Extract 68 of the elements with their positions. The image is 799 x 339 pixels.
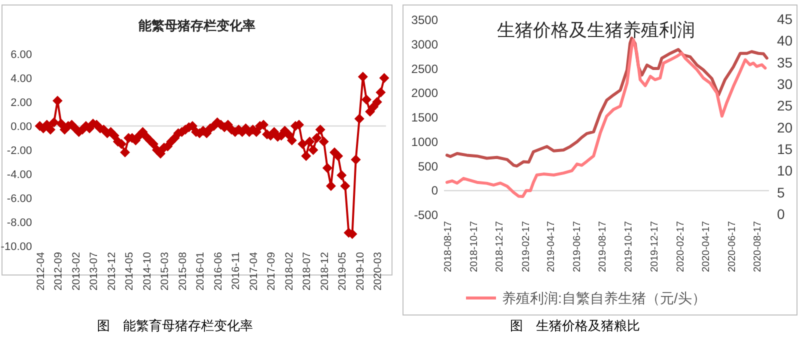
y2-tick-label: 15 — [777, 141, 793, 157]
x-tick-label: 2014-05 — [124, 252, 136, 291]
x-tick-label: 2019-08-17 — [598, 220, 609, 272]
y2-tick-label: 5 — [777, 184, 785, 200]
y-tick-label: 2.00 — [10, 97, 32, 109]
x-tick-label: 2019-04-17 — [546, 220, 557, 272]
x-tick-label: 2019-12-17 — [649, 220, 660, 272]
x-tick-label: 2018-02 — [283, 252, 296, 291]
x-tick-label: 2016-11 — [230, 252, 242, 290]
x-tick-label: 2017-04 — [248, 252, 260, 291]
y-tick-label: -500 — [414, 208, 438, 222]
legend-label: 养殖利润:自繁自养生猪（元/头） — [502, 290, 706, 306]
text: 图 能繁育母猪存栏变化率 — [97, 318, 253, 333]
y-tick-label: 2500 — [411, 62, 438, 76]
x-tick-label: 2018-10-17 — [468, 220, 480, 272]
x-tick-label: 2012-09 — [52, 252, 65, 291]
y2-tick-label: 30 — [777, 76, 793, 92]
chart-title: 能繁母猪存栏变化率 — [138, 18, 256, 33]
x-tick-label: 2019-05 — [336, 252, 349, 291]
y-tick-label: -6.00 — [6, 193, 32, 205]
x-tick-label: 2016-01 — [194, 252, 207, 291]
y-tick-label: 3000 — [411, 37, 438, 52]
y-tick-label: -4.00 — [6, 169, 32, 181]
y-tick-label: 0 — [431, 184, 438, 198]
x-tick-label: 2018-12 — [318, 252, 331, 291]
x-tick-label: 2020-08-17 — [752, 220, 764, 272]
x-tick-label: 2013-07 — [88, 252, 100, 291]
y-tick-label: 1000 — [411, 134, 438, 149]
y-tick-label: 500 — [418, 159, 438, 174]
x-tick-label: 2013-02 — [70, 252, 82, 291]
y-tick-label: 3500 — [411, 13, 438, 27]
x-tick-label: 2017-09 — [266, 252, 278, 291]
y-tick-label: -10.00 — [0, 241, 32, 253]
line-series — [445, 36, 768, 168]
y2-tick-label: 40 — [777, 32, 793, 49]
x-tick-label: 2019-10 — [354, 252, 366, 291]
y2-tick-label: 10 — [777, 162, 793, 179]
x-tick-label: 2020-02-17 — [676, 220, 687, 272]
y2-tick-label: 35 — [777, 54, 793, 70]
y-tick-label: 1500 — [411, 110, 438, 124]
x-tick-label: 2020-04-17 — [701, 220, 712, 272]
x-tick-label: 2018-08-17 — [442, 220, 454, 272]
y-tick-label: 6.00 — [10, 49, 32, 61]
chart-title: 生猪价格及生猪养殖利润 — [497, 20, 695, 40]
y2-tick-label: 25 — [777, 98, 793, 114]
y2-tick-label: 0 — [777, 206, 785, 222]
x-tick-label: 2014-10 — [141, 252, 154, 291]
x-tick-label: 2019-06-17 — [572, 220, 583, 272]
x-tick-label: 2013-12 — [106, 252, 118, 291]
x-tick-label: 2019-02-17 — [520, 220, 532, 272]
x-tick-label: 2020-06-17 — [726, 220, 738, 272]
x-tick-label: 2015-08 — [176, 252, 189, 291]
x-tick-label: 2019-10-17 — [623, 220, 634, 272]
y2-tick-label: 20 — [777, 119, 793, 136]
x-tick-label: 2020-03 — [372, 252, 384, 291]
line-series — [445, 38, 767, 198]
y-tick-label: 0.00 — [10, 121, 32, 133]
x-tick-label: 2018-07 — [301, 252, 314, 291]
x-tick-label: 2018-12-17 — [494, 220, 506, 272]
text: 图 生猪价格及猪粮比 — [510, 318, 640, 333]
y-tick-label: -8.00 — [6, 217, 32, 229]
x-tick-label: 2012-04 — [34, 252, 47, 291]
y-tick-label: 2000 — [411, 86, 438, 100]
x-tick-label: 2015-03 — [159, 252, 172, 291]
y-tick-label: -2.00 — [6, 145, 32, 157]
y2-tick-label: 45 — [777, 11, 793, 27]
x-tick-label: 2016-06 — [212, 252, 224, 291]
y-tick-label: 4.00 — [10, 73, 32, 85]
